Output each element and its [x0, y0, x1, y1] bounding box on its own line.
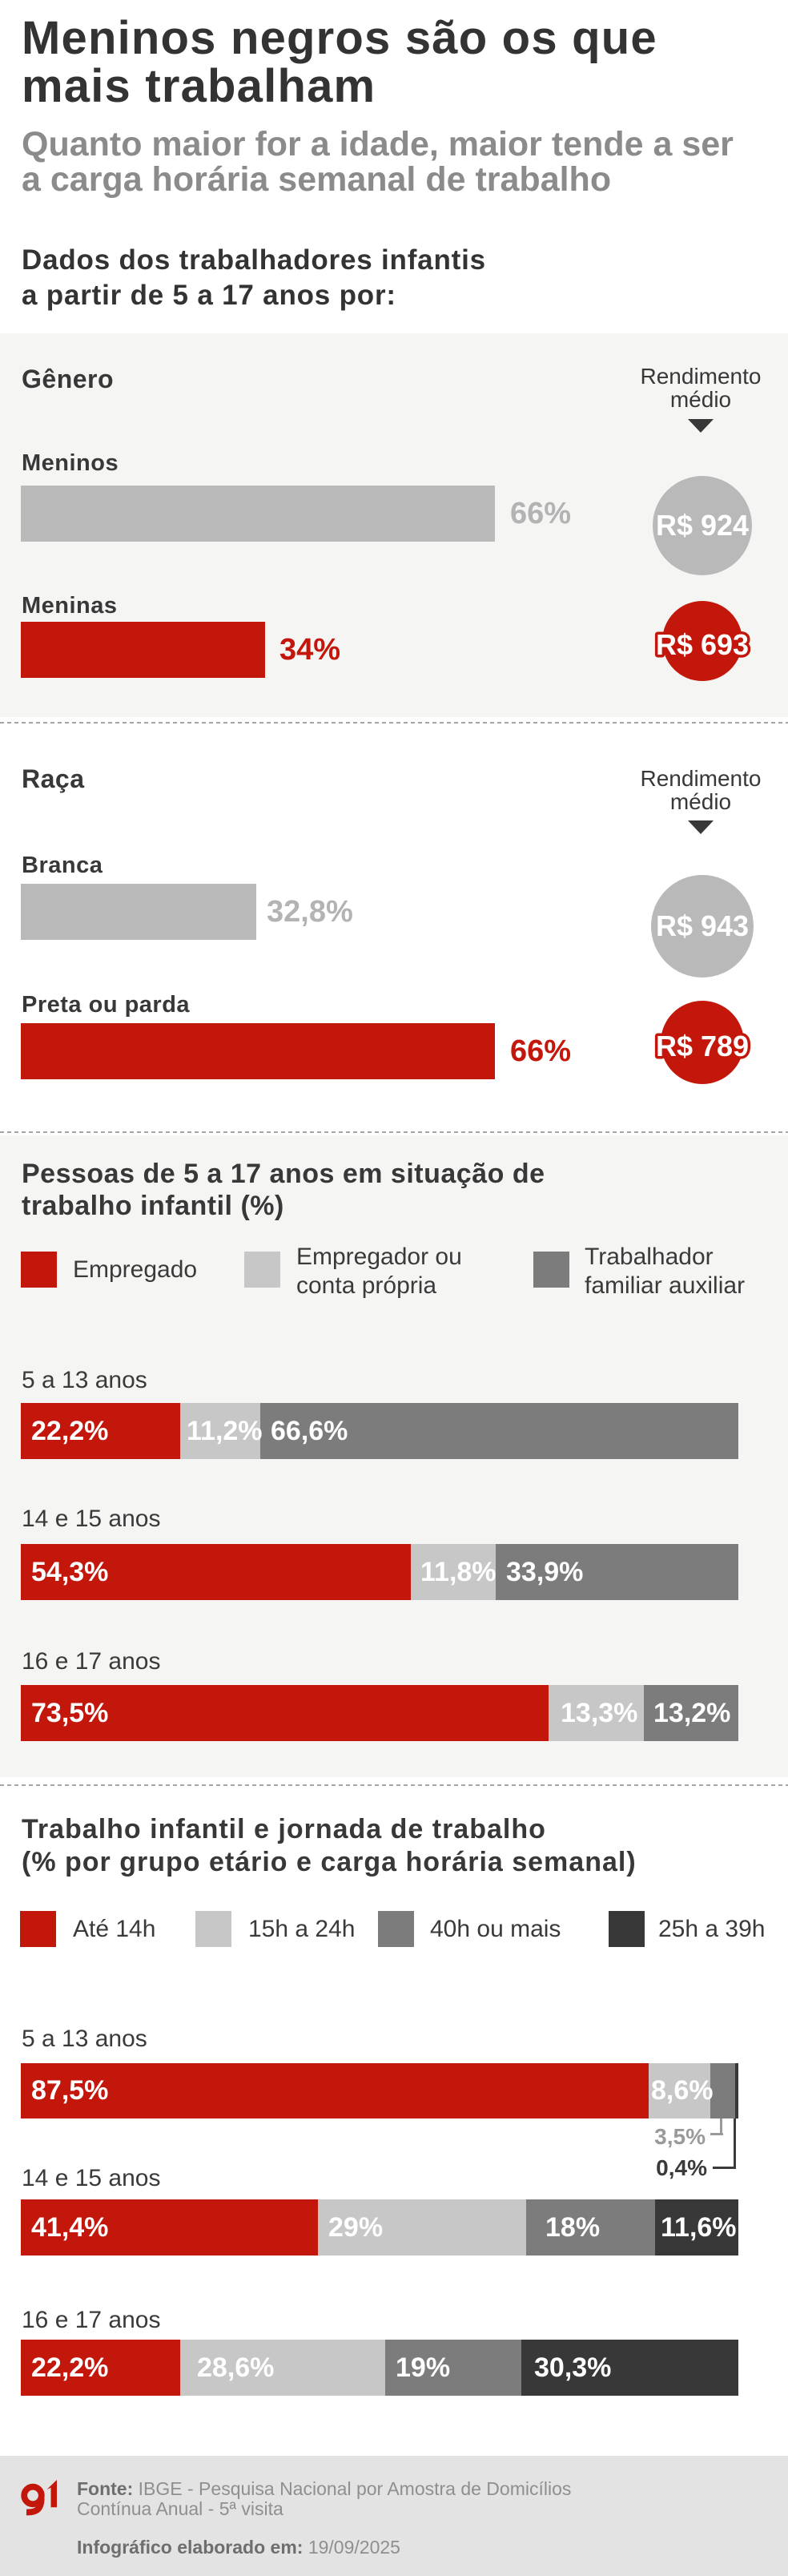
svg-text:R$ 789: R$ 789: [656, 1030, 749, 1062]
svg-text:R$ 693: R$ 693: [656, 628, 749, 661]
